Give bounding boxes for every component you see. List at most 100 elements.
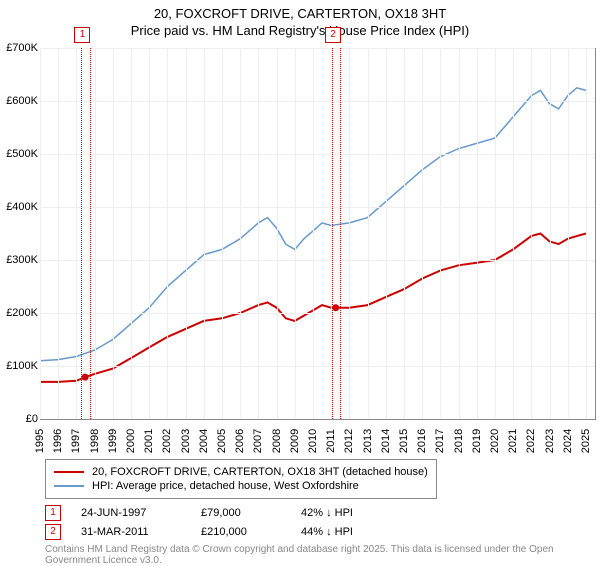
y-axis-label: £0 [0, 413, 38, 425]
marker-band: 1 [81, 48, 90, 419]
gridline-v [440, 48, 441, 419]
x-axis-label: 2003 [180, 429, 192, 453]
sales-footer: 1 24-JUN-1997 £79,000 42% ↓ HPI 2 31-MAR-2011… [45, 502, 600, 566]
x-axis-label: 1998 [89, 429, 101, 453]
sale-date: 31-MAR-2011 [81, 526, 181, 538]
gridline-h [40, 48, 595, 49]
gridline-v [513, 48, 514, 419]
y-axis-label: £100K [0, 360, 38, 372]
x-axis-label: 1997 [70, 429, 82, 453]
title-line1: 20, FOXCROFT DRIVE, CARTERTON, OX18 3HT [0, 6, 600, 21]
y-axis-label: £400K [0, 201, 38, 213]
gridline-v [258, 48, 259, 419]
gridline-v [422, 48, 423, 419]
x-axis-label: 2013 [362, 429, 374, 453]
gridline-v [568, 48, 569, 419]
x-axis-label: 2018 [453, 429, 465, 453]
gridline-v [204, 48, 205, 419]
gridline-v [186, 48, 187, 419]
x-axis-label: 2022 [525, 429, 537, 453]
y-axis-label: £700K [0, 42, 38, 54]
gridline-v [586, 48, 587, 419]
sale-price: £79,000 [201, 507, 281, 519]
gridline-v [131, 48, 132, 419]
gridline-v [76, 48, 77, 419]
gridline-v [368, 48, 369, 419]
x-axis-label: 2019 [471, 429, 483, 453]
gridline-v [240, 48, 241, 419]
x-axis-label: 2020 [489, 429, 501, 453]
x-axis-label: 2010 [307, 429, 319, 453]
gridline-h [40, 154, 595, 155]
y-axis-label: £600K [0, 95, 38, 107]
x-axis-label: 2004 [198, 429, 210, 453]
gridline-v [222, 48, 223, 419]
y-axis-label: £500K [0, 148, 38, 160]
x-axis-label: 2002 [161, 429, 173, 453]
sale-pct: 42% ↓ HPI [301, 507, 401, 519]
x-axis-label: 2000 [125, 429, 137, 453]
sale-pct: 44% ↓ HPI [301, 526, 401, 538]
legend-row: 20, FOXCROFT DRIVE, CARTERTON, OX18 3HT … [54, 466, 428, 478]
gridline-v [149, 48, 150, 419]
marker-band: 2 [332, 48, 341, 419]
chart-lines-svg [40, 48, 595, 419]
x-axis-label: 1999 [107, 429, 119, 453]
legend-label: 20, FOXCROFT DRIVE, CARTERTON, OX18 3HT … [92, 466, 428, 478]
x-axis-label: 2007 [252, 429, 264, 453]
gridline-v [313, 48, 314, 419]
gridline-v [113, 48, 114, 419]
x-axis-label: 2005 [216, 429, 228, 453]
legend-swatch [54, 471, 84, 473]
y-axis-label: £300K [0, 254, 38, 266]
sale-price: £210,000 [201, 526, 281, 538]
gridline-v [531, 48, 532, 419]
gridline-v [167, 48, 168, 419]
x-axis-label: 2016 [416, 429, 428, 453]
x-axis-label: 2017 [434, 429, 446, 453]
sale-number: 2 [45, 524, 61, 540]
legend: 20, FOXCROFT DRIVE, CARTERTON, OX18 3HT … [45, 459, 437, 499]
sale-row: 1 24-JUN-1997 £79,000 42% ↓ HPI [45, 505, 600, 521]
chart-plot-area: £0£100K£200K£300K£400K£500K£600K£700K199… [40, 48, 596, 420]
legend-row: HPI: Average price, detached house, West… [54, 480, 428, 492]
x-axis-label: 1995 [34, 429, 46, 453]
x-axis-label: 2011 [325, 429, 337, 453]
x-axis-label: 2015 [398, 429, 410, 453]
x-axis-label: 1996 [52, 429, 64, 453]
gridline-v [349, 48, 350, 419]
gridline-v [40, 48, 41, 419]
gridline-v [386, 48, 387, 419]
x-axis-label: 2001 [143, 429, 155, 453]
x-axis-label: 2014 [380, 429, 392, 453]
legend-label: HPI: Average price, detached house, West… [92, 480, 359, 492]
gridline-v [495, 48, 496, 419]
gridline-h [40, 207, 595, 208]
gridline-v [459, 48, 460, 419]
gridline-v [404, 48, 405, 419]
sale-date: 24-JUN-1997 [81, 507, 181, 519]
gridline-h [40, 260, 595, 261]
copyright: Contains HM Land Registry data © Crown c… [45, 544, 600, 566]
x-axis-label: 2008 [271, 429, 283, 453]
gridline-h [40, 366, 595, 367]
y-axis-label: £200K [0, 307, 38, 319]
gridline-v [295, 48, 296, 419]
legend-swatch [54, 485, 84, 487]
gridline-v [550, 48, 551, 419]
x-axis-label: 2021 [507, 429, 519, 453]
marker-number: 2 [325, 27, 341, 43]
x-axis-label: 2023 [544, 429, 556, 453]
gridline-v [277, 48, 278, 419]
gridline-h [40, 101, 595, 102]
marker-number: 1 [74, 27, 90, 43]
sale-number: 1 [45, 505, 61, 521]
x-axis-label: 2024 [562, 429, 574, 453]
x-axis-label: 2006 [234, 429, 246, 453]
gridline-v [477, 48, 478, 419]
gridline-h [40, 313, 595, 314]
gridline-v [58, 48, 59, 419]
gridline-v [95, 48, 96, 419]
chart-container: 20, FOXCROFT DRIVE, CARTERTON, OX18 3HT … [0, 0, 600, 560]
sale-row: 2 31-MAR-2011 £210,000 44% ↓ HPI [45, 524, 600, 540]
